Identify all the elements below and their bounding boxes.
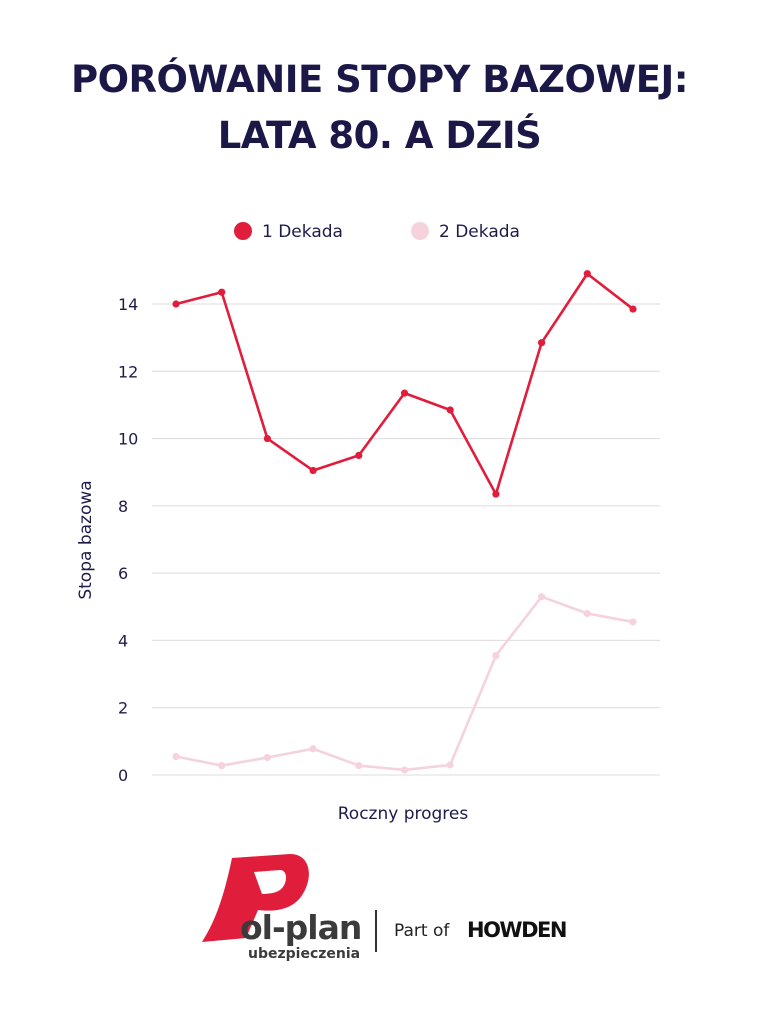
- y-tick-label: 4: [118, 631, 128, 650]
- data-point: [218, 288, 226, 296]
- series-line: [174, 272, 635, 496]
- legend-swatch: [234, 222, 252, 240]
- data-point: [263, 434, 271, 443]
- y-tick-label: 8: [118, 497, 128, 516]
- y-tick-label: 2: [118, 699, 128, 718]
- data-point: [492, 651, 500, 660]
- data-point: [172, 300, 180, 308]
- data-point: [355, 761, 363, 770]
- data-point: [263, 753, 271, 762]
- chart-grid: [152, 303, 660, 776]
- data-point: [538, 593, 546, 601]
- line-chart: 1 Dekada 2 Dekada 0 2 4 6 8 10 12 14 Stopa bazow…: [76, 222, 660, 824]
- pol-plan-logo-icon: [202, 854, 309, 942]
- y-tick-label: 0: [118, 766, 128, 785]
- data-point: [218, 761, 226, 770]
- data-point: [583, 609, 591, 618]
- y-axis-label: Stopa bazowa: [76, 480, 96, 599]
- part-of-label: Part of: [394, 921, 450, 941]
- data-point: [538, 339, 546, 347]
- series-line: [174, 595, 635, 772]
- brand-name: ol-plan: [240, 908, 362, 947]
- chart-legend: 1 Dekada 2 Dekada: [234, 222, 520, 242]
- data-point: [629, 305, 637, 313]
- data-point: [355, 451, 363, 459]
- data-point: [583, 270, 591, 278]
- y-tick-label: 12: [118, 362, 138, 381]
- data-point: [400, 766, 409, 774]
- footer-logos: ol-plan ubezpieczenia Part of HOWDEN: [0, 848, 759, 978]
- data-point: [446, 406, 454, 414]
- howden-logo: HOWDEN: [467, 918, 567, 942]
- chart-series: [172, 270, 637, 774]
- page-title: PORÓWANIE STOPY BAZOWEJ: LATA 80. A DZIŚ: [0, 52, 759, 164]
- data-point: [629, 618, 637, 626]
- legend-swatch: [411, 222, 429, 240]
- brand-subtitle: ubezpieczenia: [248, 946, 361, 962]
- y-tick-label: 6: [118, 564, 128, 583]
- y-axis-ticks: 0 2 4 6 8 10 12 14: [118, 295, 138, 785]
- x-axis-label: Roczny progres: [338, 804, 469, 824]
- legend-label: 1 Dekada: [262, 222, 343, 242]
- data-point: [446, 761, 454, 769]
- y-tick-label: 10: [118, 430, 138, 449]
- data-point: [172, 752, 180, 761]
- title-line-2: LATA 80. A DZIŚ: [217, 114, 542, 157]
- data-point: [492, 490, 500, 498]
- logo-divider: [375, 910, 377, 952]
- data-point: [400, 389, 409, 397]
- data-point: [309, 466, 317, 475]
- legend-label: 2 Dekada: [439, 222, 520, 242]
- data-point: [309, 745, 317, 753]
- title-line-1: PORÓWANIE STOPY BAZOWEJ:: [70, 58, 689, 101]
- y-tick-label: 14: [118, 295, 138, 314]
